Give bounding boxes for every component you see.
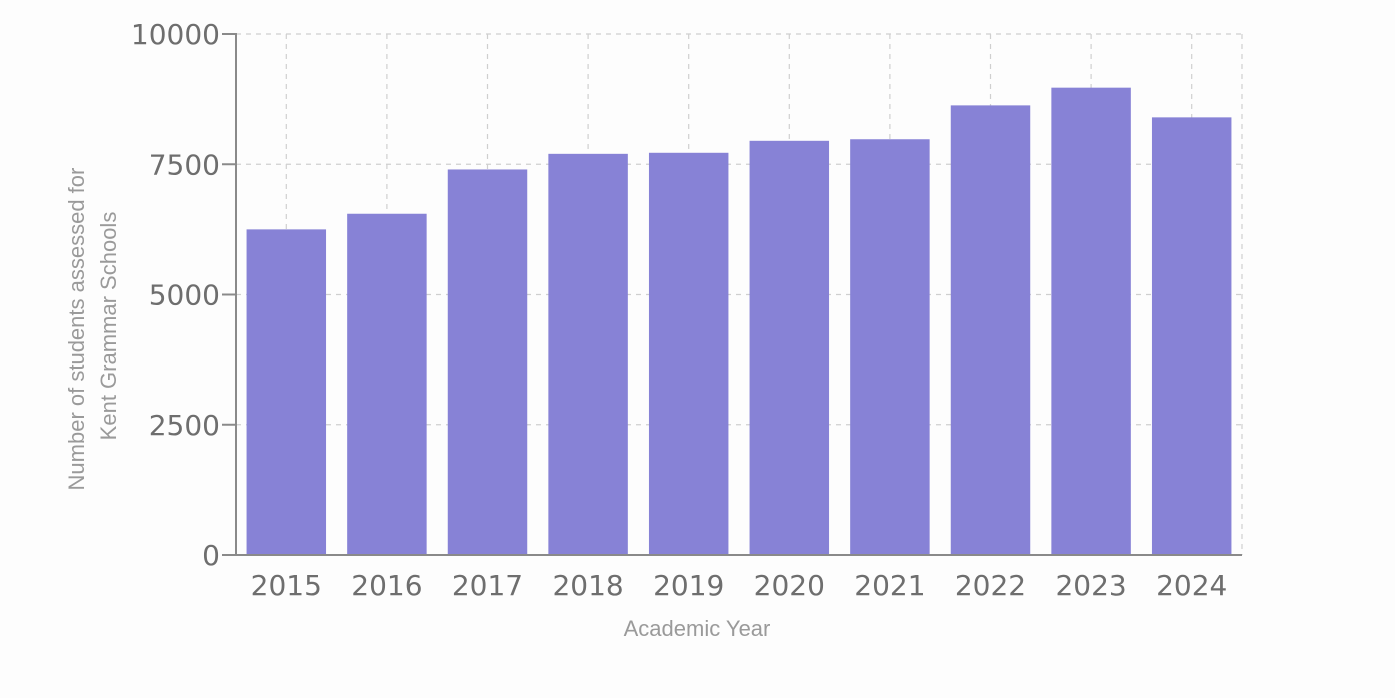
x-tick-label: 2018 [552, 569, 623, 602]
bar-2016 [347, 213, 427, 555]
x-tick-label: 2020 [754, 569, 825, 602]
x-tick-label: 2016 [351, 569, 422, 602]
bar-2022 [950, 105, 1031, 555]
bar-2019 [648, 152, 729, 555]
y-axis-title: Number of students assessed for Kent Gra… [64, 162, 121, 491]
x-tick-label: 2021 [854, 569, 925, 602]
x-axis-title: Academic Year [624, 616, 771, 641]
bar-2018 [548, 153, 628, 555]
bar-2015 [246, 229, 327, 555]
y-tick-label: 5000 [149, 279, 220, 312]
axes-layer [222, 33, 1242, 556]
x-tick-label: 2019 [653, 569, 724, 602]
labels-layer: 0 2500 5000 7500 10000 2015 2016 2017 2018 2019 20… [131, 18, 1227, 602]
bar-2017 [447, 169, 528, 555]
y-axis-title-line-2: Kent Grammar Schools [96, 212, 121, 441]
y-tick-label: 2500 [149, 409, 220, 442]
bar-2021 [850, 139, 930, 555]
x-tick-label: 2022 [955, 569, 1026, 602]
bars-layer [246, 87, 1232, 556]
x-tick-label: 2023 [1055, 569, 1126, 602]
x-tick-label: 2017 [452, 569, 523, 602]
bar-2024 [1151, 117, 1232, 556]
bar-2023 [1051, 87, 1131, 556]
y-tick-label: 0 [202, 539, 220, 572]
x-tick-label: 2015 [251, 569, 322, 602]
y-tick-label: 7500 [149, 148, 220, 181]
y-tick-label: 10000 [131, 18, 220, 51]
x-tick-label: 2024 [1156, 569, 1227, 602]
bar-2020 [749, 140, 830, 555]
y-axis-title-line-1: Number of students assessed for [64, 168, 89, 491]
